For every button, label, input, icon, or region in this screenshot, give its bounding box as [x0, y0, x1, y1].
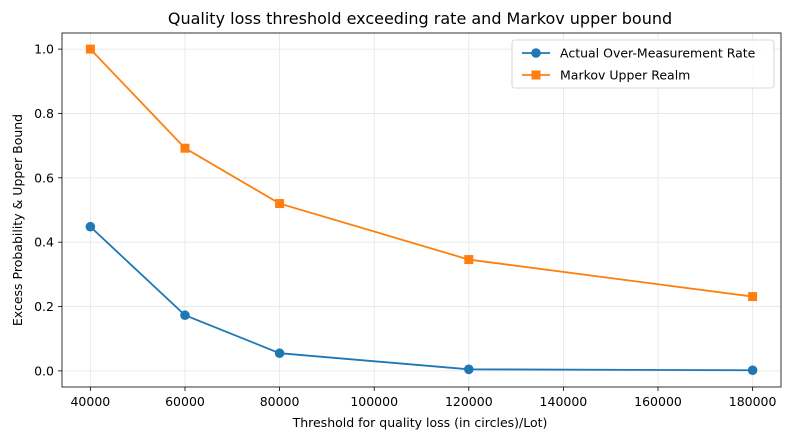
y-tick-label: 0.6 [34, 170, 54, 185]
y-tick-label: 0.0 [34, 363, 54, 378]
x-axis-label: Threshold for quality loss (in circles)/… [292, 415, 548, 430]
y-tick-label: 0.4 [34, 235, 54, 250]
legend-marker-circle [531, 48, 541, 58]
x-tick-label: 160000 [634, 394, 682, 409]
legend-label: Markov Upper Realm [560, 68, 690, 83]
data-point-square [180, 143, 190, 153]
data-point-square [85, 44, 95, 54]
legend-marker-square [531, 70, 541, 80]
x-tick-label: 80000 [260, 394, 300, 409]
y-axis-label: Excess Probability & Upper Bound [10, 114, 25, 326]
data-point-circle [180, 310, 190, 321]
data-point-square [748, 292, 758, 302]
x-tick-label: 140000 [540, 394, 588, 409]
data-point-circle [85, 221, 96, 232]
legend: Actual Over-Measurement Rate Markov Upper… [511, 39, 775, 89]
x-tick-label: 100000 [350, 394, 398, 409]
data-point-circle [274, 348, 285, 359]
legend-box [511, 39, 775, 89]
data-point-square [275, 199, 285, 209]
data-point-square [464, 255, 474, 265]
x-tick-label: 40000 [70, 394, 110, 409]
x-tick-label: 60000 [165, 394, 205, 409]
chart-title: Quality loss threshold exceeding rate an… [168, 9, 672, 28]
x-tick-label: 180000 [729, 394, 777, 409]
y-tick-label: 0.2 [34, 299, 54, 314]
data-point-circle [464, 364, 474, 375]
series-line [89, 226, 753, 372]
plot-frame [61, 32, 782, 388]
y-tick-label: 1.0 [34, 42, 54, 57]
x-tick-label: 120000 [445, 394, 493, 409]
legend-label: Actual Over-Measurement Rate [560, 46, 756, 61]
data-point-circle [747, 365, 758, 376]
y-tick-label: 0.8 [34, 106, 54, 121]
